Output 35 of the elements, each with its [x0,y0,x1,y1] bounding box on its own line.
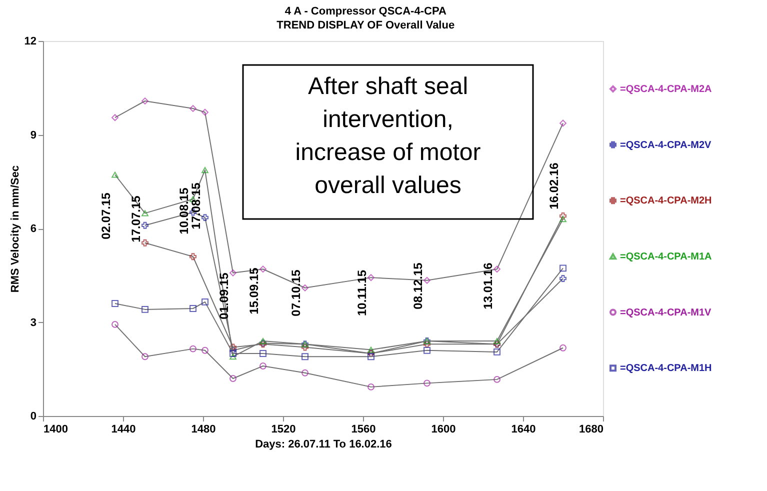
legend-label: =QSCA-4-CPA-M2V [620,140,712,151]
annotation: 08.12.15 [411,262,425,310]
y-tick-label: 12 [24,36,36,48]
x-tick-label: 1680 [579,424,604,436]
x-axis-title: Days: 26.07.11 To 16.02.16 [255,438,392,450]
y-tick-label: 6 [30,223,36,235]
legend-label: =QSCA-4-CPA-M2A [620,84,712,95]
x-tick-label: 1520 [271,424,296,436]
annotation: 07.10.15 [289,269,303,316]
legend-label: =QSCA-4-CPA-M1H [620,363,712,374]
annotation: 17.07.15 [129,195,143,242]
x-tick-label: 1560 [351,424,376,436]
legend-label: =QSCA-4-CPA-M1V [620,307,712,318]
annotation: 10.11.15 [355,270,369,316]
y-tick-label: 3 [30,316,36,329]
annotation: After shaft seal intervention, increase of motor overall values [295,73,481,199]
y-axis-title: RMS Velocity in mm/Sec [9,165,22,293]
x-tick-label: 1480 [191,424,216,436]
annotation: 01.09.15 [217,272,231,320]
legend-label: =QSCA-4-CPA-M1A [620,251,712,262]
x-tick-label: 1440 [111,424,136,436]
y-tick-label: 0 [30,410,36,422]
x-tick-label: 1600 [431,424,456,436]
x-tick-label: 1640 [511,424,536,436]
legend-label: =QSCA-4-CPA-M2H [620,196,712,207]
annotation: 17.08.15 [189,182,203,230]
annotation: 16.02.16 [547,162,561,210]
annotation: 02.07.15 [99,192,113,240]
annotation: 13.01.16 [481,262,495,310]
annotation: 15.09.15 [247,267,261,314]
y-tick-label: 9 [30,129,36,142]
x-tick-label: 1400 [44,424,68,436]
annotation: 10.08.15 [177,187,191,234]
chart-title: 4 A - Compressor QSCA-4-CPA [284,6,446,18]
chart-subtitle: TREND DISPLAY OF Overall Value [276,20,455,32]
